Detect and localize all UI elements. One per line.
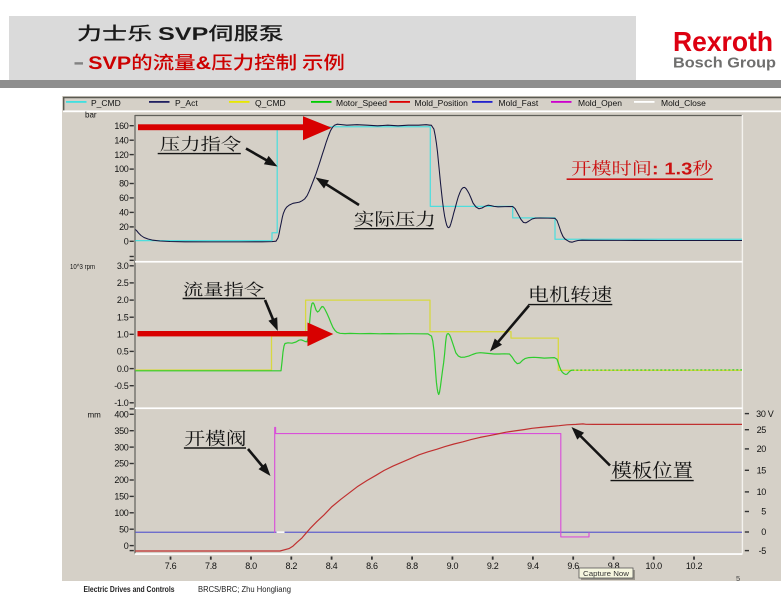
- svg-text:-5: -5: [759, 546, 767, 556]
- svg-text:Mold_Fast: Mold_Fast: [499, 98, 539, 108]
- svg-text:P_Act: P_Act: [175, 98, 198, 108]
- svg-text:7.6: 7.6: [165, 561, 177, 571]
- svg-text:10.0: 10.0: [646, 561, 663, 571]
- svg-text:80: 80: [119, 179, 129, 189]
- svg-text:0: 0: [761, 527, 766, 537]
- svg-text:100: 100: [114, 508, 128, 518]
- svg-text:0.0: 0.0: [117, 364, 129, 374]
- svg-text:40: 40: [119, 208, 129, 218]
- svg-text:1.0: 1.0: [117, 330, 129, 340]
- svg-text:10.2: 10.2: [686, 561, 703, 571]
- svg-text:9.8: 9.8: [608, 561, 620, 571]
- svg-text:Mold_Open: Mold_Open: [578, 98, 622, 108]
- svg-text:250: 250: [114, 459, 128, 469]
- svg-text:9.0: 9.0: [447, 561, 459, 571]
- svg-text:8.2: 8.2: [285, 561, 297, 571]
- svg-text:160: 160: [114, 121, 128, 131]
- svg-text:9.6: 9.6: [567, 561, 579, 571]
- svg-text:3.0: 3.0: [117, 261, 129, 271]
- svg-text:15: 15: [757, 466, 767, 476]
- svg-text:-0.5: -0.5: [114, 381, 129, 391]
- svg-text:0: 0: [124, 541, 129, 551]
- svg-text:5: 5: [736, 574, 740, 583]
- svg-text:9.2: 9.2: [487, 561, 499, 571]
- svg-text:50: 50: [119, 524, 129, 534]
- svg-text:Motor_Speed: Motor_Speed: [336, 98, 387, 108]
- svg-text:10: 10: [757, 487, 767, 497]
- svg-text:10^3 rpm: 10^3 rpm: [70, 262, 95, 271]
- svg-text:8.0: 8.0: [245, 561, 257, 571]
- svg-text:9.4: 9.4: [527, 561, 539, 571]
- svg-text:120: 120: [114, 150, 128, 160]
- svg-text:140: 140: [114, 135, 128, 145]
- svg-text:7.8: 7.8: [205, 561, 217, 571]
- svg-text:25: 25: [757, 425, 767, 435]
- svg-text:350: 350: [114, 426, 128, 436]
- svg-text:20: 20: [757, 444, 767, 454]
- svg-text:mm: mm: [88, 411, 102, 420]
- svg-text:-1.0: -1.0: [114, 398, 129, 408]
- svg-text:100: 100: [114, 164, 128, 174]
- svg-text:BRCS/BRC; Zhu Hongliang: BRCS/BRC; Zhu Hongliang: [198, 585, 291, 594]
- svg-text:20: 20: [119, 222, 129, 232]
- svg-text:400: 400: [114, 410, 128, 420]
- svg-text:0.5: 0.5: [117, 347, 129, 357]
- svg-text:2.0: 2.0: [117, 295, 129, 305]
- svg-text:P_CMD: P_CMD: [91, 98, 121, 108]
- svg-text:Electric Drives and Controls: Electric Drives and Controls: [84, 585, 175, 594]
- svg-text:8.8: 8.8: [406, 561, 418, 571]
- svg-text:30 V: 30 V: [756, 409, 774, 419]
- svg-text:8.6: 8.6: [366, 561, 378, 571]
- svg-text:1.5: 1.5: [117, 312, 129, 322]
- svg-text:8.4: 8.4: [326, 561, 338, 571]
- svg-text:Q_CMD: Q_CMD: [255, 98, 286, 108]
- svg-text:bar: bar: [85, 111, 97, 120]
- svg-text:Bosch Group: Bosch Group: [673, 56, 776, 72]
- svg-text:5: 5: [761, 507, 766, 517]
- svg-text:Rexroth: Rexroth: [673, 26, 773, 57]
- svg-text:200: 200: [114, 475, 128, 485]
- svg-text:150: 150: [114, 492, 128, 502]
- svg-text:60: 60: [119, 193, 129, 203]
- svg-text:0: 0: [124, 237, 129, 247]
- svg-text:Capture Now: Capture Now: [583, 569, 630, 578]
- svg-text:300: 300: [114, 442, 128, 452]
- svg-text:Mold_Position: Mold_Position: [415, 98, 469, 108]
- svg-text:2.5: 2.5: [117, 278, 129, 288]
- svg-text:Mold_Close: Mold_Close: [661, 98, 706, 108]
